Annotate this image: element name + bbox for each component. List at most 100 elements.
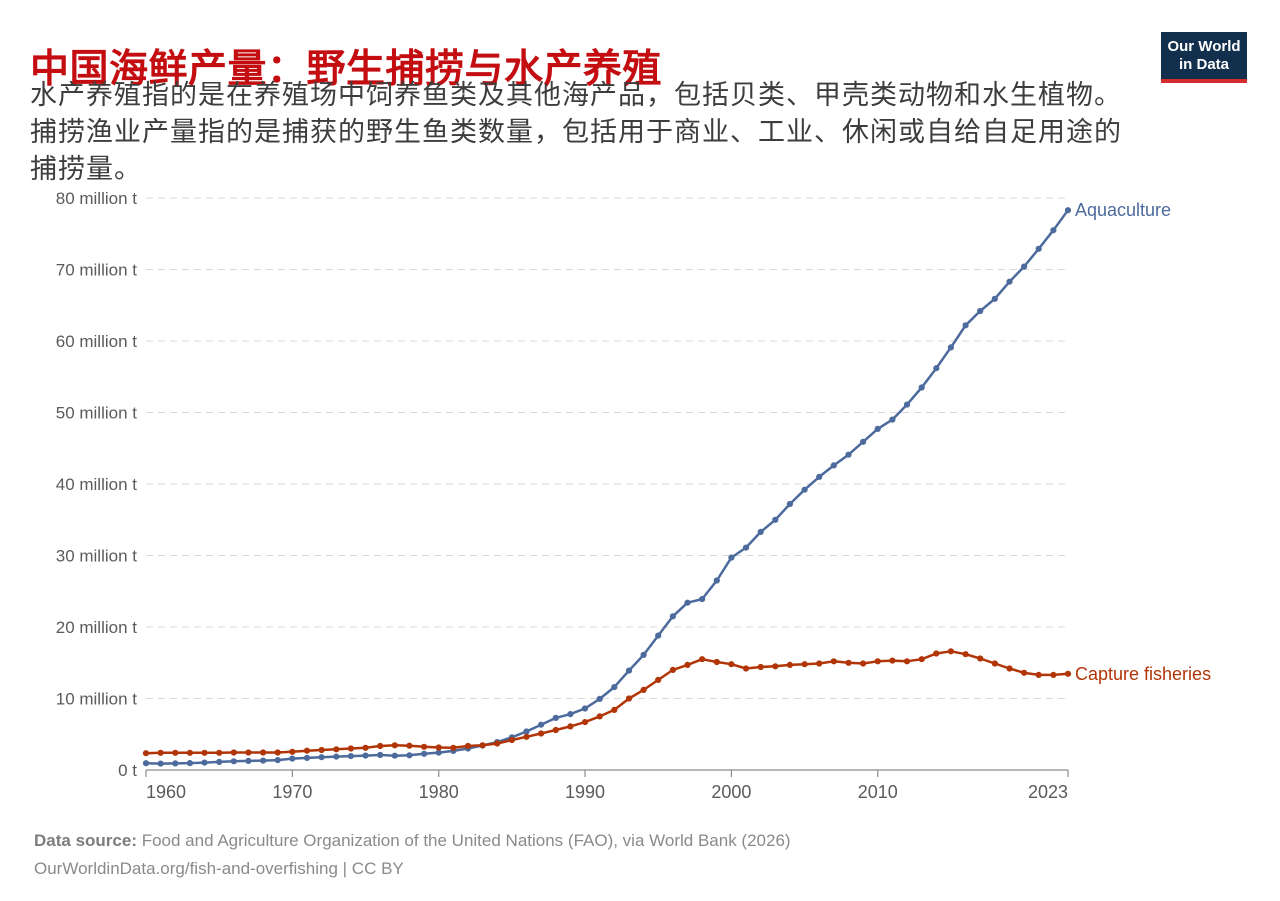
data-point-marker — [260, 757, 267, 764]
data-point-marker — [494, 740, 501, 747]
data-point-marker — [889, 416, 896, 423]
x-tick-label: 2010 — [858, 782, 898, 802]
data-point-marker — [991, 295, 998, 302]
data-point-marker — [406, 752, 413, 759]
data-point-marker — [699, 596, 706, 603]
data-point-marker — [977, 307, 984, 315]
data-point-marker — [245, 749, 252, 756]
y-tick-label: 20 million t — [56, 618, 138, 637]
data-point-marker — [450, 744, 457, 751]
data-point-marker — [435, 749, 442, 756]
data-point-marker — [655, 632, 662, 639]
data-point-marker — [157, 749, 164, 756]
data-point-marker — [903, 658, 911, 665]
data-source-line: Data source: Food and Agriculture Organi… — [34, 827, 791, 855]
data-point-marker — [523, 733, 530, 740]
data-point-marker — [933, 650, 940, 657]
data-point-marker — [625, 695, 633, 702]
data-point-marker — [713, 658, 720, 666]
data-point-marker — [640, 651, 647, 659]
y-tick-label: 70 million t — [56, 261, 138, 280]
data-point-marker — [581, 719, 589, 726]
data-point-marker — [933, 365, 940, 372]
data-point-marker — [860, 660, 867, 667]
page-title: 中国海鲜产量：野生捕捞与水产养殖 — [30, 48, 663, 92]
data-point-marker — [728, 661, 735, 668]
data-point-marker — [333, 753, 340, 760]
data-point-marker — [230, 758, 237, 765]
data-point-marker — [962, 322, 969, 329]
data-point-marker — [742, 665, 750, 672]
data-point-marker — [757, 528, 764, 536]
data-point-marker — [201, 749, 208, 756]
data-point-marker — [172, 760, 179, 767]
data-point-marker — [406, 742, 413, 749]
data-point-marker — [1035, 671, 1042, 679]
owid-logo: Our World in Data — [1161, 32, 1247, 83]
data-point-marker — [245, 757, 252, 765]
data-point-marker — [816, 660, 823, 667]
data-point-marker — [289, 748, 296, 755]
data-point-marker — [216, 749, 223, 756]
data-point-marker — [142, 760, 150, 767]
data-point-marker — [772, 516, 779, 523]
data-point-marker — [552, 714, 559, 722]
y-tick-label: 60 million t — [56, 332, 138, 351]
data-point-marker — [421, 750, 428, 757]
data-point-marker — [435, 744, 442, 751]
page-subtitle: 水产养殖指的是在养殖场中饲养鱼类及其他海产品，包括贝类、甲壳类动物和水生植物。捕… — [30, 80, 1122, 184]
data-point-marker — [977, 655, 984, 662]
data-point-marker — [918, 656, 925, 663]
data-point-marker — [318, 754, 325, 761]
data-point-marker — [669, 613, 677, 620]
y-tick-label: 50 million t — [56, 404, 138, 423]
capture-fisheries-series-label[interactable]: Capture fisheries — [1075, 664, 1211, 684]
data-point-marker — [421, 743, 428, 750]
data-point-marker — [1050, 227, 1057, 234]
data-source-label: Data source: — [34, 831, 137, 850]
data-point-marker — [640, 686, 647, 694]
data-point-marker — [347, 745, 354, 752]
x-tick-label: 1960 — [146, 782, 186, 802]
data-point-marker — [377, 742, 384, 750]
data-point-marker — [538, 730, 545, 737]
data-point-marker — [830, 658, 837, 665]
data-point-marker — [464, 742, 472, 750]
data-point-marker — [201, 759, 208, 766]
data-point-marker — [289, 755, 296, 762]
data-point-marker — [801, 661, 808, 668]
data-point-marker — [362, 752, 369, 759]
data-point-marker — [596, 695, 603, 703]
data-point-marker — [669, 666, 677, 674]
chart-footer: Data source: Food and Agriculture Organi… — [34, 827, 791, 883]
data-point-marker — [567, 711, 574, 718]
data-point-marker — [860, 438, 867, 445]
data-point-marker — [216, 758, 223, 766]
x-tick-label: 1980 — [419, 782, 459, 802]
data-point-marker — [611, 706, 618, 714]
y-tick-label: 10 million t — [56, 690, 138, 709]
data-point-marker — [230, 749, 237, 756]
data-point-marker — [1021, 263, 1028, 270]
data-point-marker — [362, 744, 369, 751]
y-tick-label: 0 t — [118, 761, 137, 780]
data-point-marker — [581, 705, 589, 712]
aquaculture-line[interactable] — [144, 208, 1070, 765]
data-point-marker — [172, 749, 179, 756]
aquaculture-series-label[interactable]: Aquaculture — [1075, 200, 1171, 220]
data-point-marker — [655, 676, 662, 684]
data-point-marker — [596, 713, 603, 720]
data-point-marker — [1006, 665, 1013, 672]
data-point-marker — [318, 746, 325, 754]
data-point-marker — [830, 462, 837, 469]
data-point-marker — [157, 760, 164, 767]
capture-fisheries-line[interactable] — [144, 650, 1070, 755]
data-point-marker — [274, 757, 281, 764]
data-point-marker — [523, 728, 530, 735]
x-tick-label: 1990 — [565, 782, 605, 802]
data-point-marker — [991, 660, 998, 667]
data-point-marker — [801, 486, 808, 493]
data-point-marker — [1064, 207, 1072, 214]
data-point-marker — [742, 544, 750, 551]
